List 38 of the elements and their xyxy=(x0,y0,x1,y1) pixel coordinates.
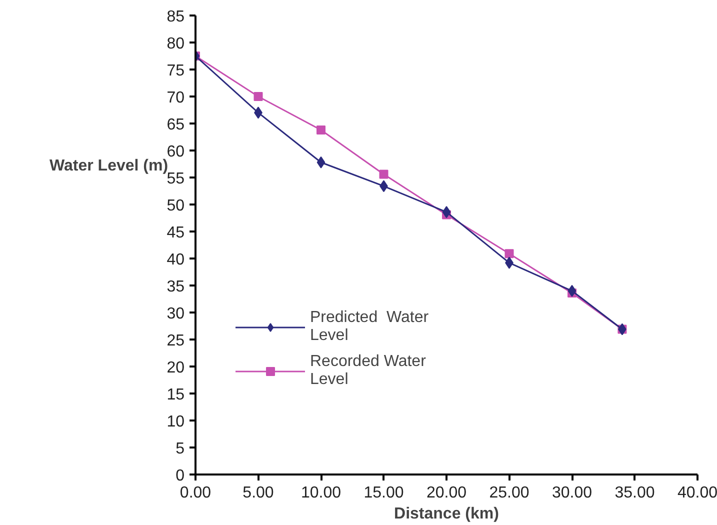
point xyxy=(254,92,263,101)
point xyxy=(379,170,388,179)
x-axis-title: Distance (km) xyxy=(394,506,499,522)
y-tick-label: 10 xyxy=(166,414,185,430)
point xyxy=(442,206,451,218)
y-tick-label: 75 xyxy=(166,62,185,80)
x-tick-label: 30.00 xyxy=(552,484,592,502)
y-tick-label: 25 xyxy=(166,332,185,350)
x-tick-label: 35.00 xyxy=(614,484,655,502)
x-tick-label: 20.00 xyxy=(426,484,467,502)
x-tick-label: 0.00 xyxy=(180,484,212,502)
x-tick-label: 15.00 xyxy=(364,484,404,502)
y-tick-label: 80 xyxy=(166,36,185,52)
y-tick-label: 50 xyxy=(166,198,185,214)
y-axis-title: Water Level (m) xyxy=(50,158,168,174)
point xyxy=(316,156,326,168)
point xyxy=(504,249,514,258)
y-tick-label: 45 xyxy=(166,224,185,242)
x-tick-label: 10.00 xyxy=(300,484,342,502)
legend-label: Predicted Water Level xyxy=(310,309,429,345)
y-tick-label: 15 xyxy=(166,386,185,404)
point xyxy=(316,125,326,134)
legend-label: Recorded Water Level xyxy=(310,353,426,389)
y-tick-label: 20 xyxy=(166,360,185,376)
y-tick-label: 85 xyxy=(166,8,185,26)
y-tick-label: 55 xyxy=(166,170,185,188)
y-tick-label: 70 xyxy=(166,90,185,106)
x-tick-label: 5.00 xyxy=(242,484,274,502)
y-tick-label: 65 xyxy=(166,116,185,134)
y-tick-label: 5 xyxy=(176,440,185,458)
y-tick-label: 0 xyxy=(176,468,185,484)
y-tick-label: 60 xyxy=(166,144,185,160)
x-tick-label: 40.00 xyxy=(677,484,717,502)
y-tick-label: 40 xyxy=(166,252,185,268)
y-tick-label: 30 xyxy=(166,306,185,322)
x-tick-label: 25.00 xyxy=(489,484,530,502)
point xyxy=(568,284,576,297)
y-tick-label: 35 xyxy=(166,278,185,296)
